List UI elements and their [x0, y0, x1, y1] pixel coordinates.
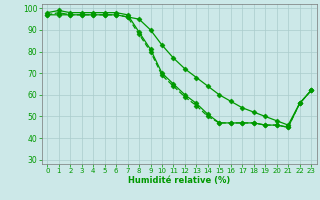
- X-axis label: Humidité relative (%): Humidité relative (%): [128, 176, 230, 185]
